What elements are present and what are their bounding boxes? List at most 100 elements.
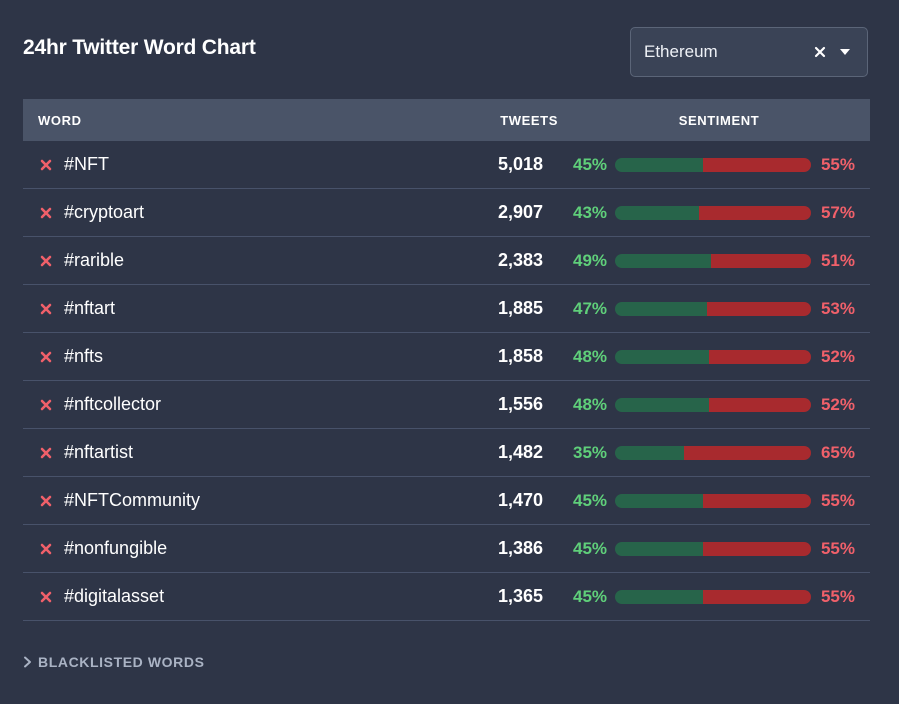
currency-select[interactable]: Ethereum	[630, 27, 868, 77]
table-row: #nftartist 1,482 35% 65%	[23, 429, 870, 477]
word-cell: #nftart	[64, 298, 116, 318]
sentiment-bar	[615, 541, 811, 556]
sentiment-bar-positive	[615, 589, 704, 604]
tweets-cell: 1,365	[497, 586, 543, 606]
blacklisted-words-toggle[interactable]: BLACKLISTED WORDS	[23, 654, 205, 670]
sentiment-bar-positive	[615, 493, 704, 508]
table-row: #nftcollector 1,556 48% 52%	[23, 381, 870, 429]
word-cell: #cryptoart	[64, 202, 145, 222]
word-cell: #NFTCommunity	[64, 490, 201, 510]
word-cell: #NFT	[64, 154, 109, 174]
sentiment-bar-positive	[615, 157, 704, 172]
positive-percent: 48%	[573, 394, 608, 414]
positive-percent: 43%	[573, 202, 608, 222]
sentiment-bar	[615, 205, 811, 220]
remove-word-icon[interactable]	[36, 299, 56, 319]
positive-percent: 48%	[573, 346, 608, 366]
sentiment-bar	[615, 445, 811, 460]
remove-word-icon[interactable]	[36, 347, 56, 367]
remove-word-icon[interactable]	[36, 251, 56, 271]
tweets-cell: 5,018	[497, 154, 543, 174]
sentiment-bar-negative	[703, 157, 811, 172]
sentiment-bar-negative	[707, 301, 811, 316]
table-row: #digitalasset 1,365 45% 55%	[23, 573, 870, 621]
sentiment-cell: 47% 53%	[543, 299, 870, 319]
sentiment-bar-positive	[615, 205, 700, 220]
table-row: #rarible 2,383 49% 51%	[23, 237, 870, 285]
sentiment-cell: 49% 51%	[543, 251, 870, 271]
negative-percent: 53%	[820, 298, 855, 318]
negative-percent: 51%	[820, 250, 855, 270]
column-header-sentiment[interactable]: SENTIMENT	[678, 112, 760, 128]
sentiment-bar-negative	[703, 493, 811, 508]
sentiment-bar-negative	[683, 445, 811, 460]
sentiment-bar-positive	[615, 253, 712, 268]
sentiment-bar-negative	[699, 205, 811, 220]
sentiment-bar-negative	[711, 253, 811, 268]
tweets-cell: 1,556	[497, 394, 543, 414]
sentiment-bar-positive	[615, 349, 710, 364]
remove-word-icon[interactable]	[36, 443, 56, 463]
table-row: #NFTCommunity 1,470 45% 55%	[23, 477, 870, 525]
tweets-cell: 2,907	[497, 202, 543, 222]
sentiment-cell: 43% 57%	[543, 203, 870, 223]
table-row: #nftart 1,885 47% 53%	[23, 285, 870, 333]
page-title: 24hr Twitter Word Chart	[23, 36, 256, 59]
table-row: #cryptoart 2,907 43% 57%	[23, 189, 870, 237]
table-row: #nonfungible 1,386 45% 55%	[23, 525, 870, 573]
sentiment-bar-positive	[615, 301, 708, 316]
blacklisted-words-label: BLACKLISTED WORDS	[38, 654, 205, 670]
remove-word-icon[interactable]	[36, 203, 56, 223]
negative-percent: 55%	[820, 538, 855, 558]
negative-percent: 52%	[820, 346, 855, 366]
column-header-word[interactable]: WORD	[38, 112, 82, 128]
negative-percent: 65%	[820, 442, 855, 462]
remove-word-icon[interactable]	[36, 587, 56, 607]
sentiment-cell: 48% 52%	[543, 395, 870, 415]
word-cell: #digitalasset	[64, 586, 165, 606]
word-cell: #rarible	[64, 250, 125, 270]
word-cell: #nftartist	[64, 442, 134, 462]
sentiment-bar-negative	[703, 589, 811, 604]
currency-select-value: Ethereum	[644, 42, 718, 61]
sentiment-cell: 45% 55%	[543, 491, 870, 511]
caret-down-icon[interactable]	[837, 44, 853, 60]
close-icon[interactable]	[811, 43, 829, 61]
tweets-cell: 1,482	[497, 442, 543, 462]
remove-word-icon[interactable]	[36, 395, 56, 415]
sentiment-bar	[615, 493, 811, 508]
word-table: WORD TWEETS SENTIMENT #NFT 5,018 45% 55% #cr…	[23, 99, 870, 621]
negative-percent: 52%	[820, 394, 855, 414]
table-row: #nfts 1,858 48% 52%	[23, 333, 870, 381]
sentiment-cell: 45% 55%	[543, 155, 870, 175]
remove-word-icon[interactable]	[36, 539, 56, 559]
positive-percent: 49%	[573, 250, 608, 270]
sentiment-bar	[615, 349, 811, 364]
column-header-tweets[interactable]: TWEETS	[500, 112, 558, 128]
table-row: #NFT 5,018 45% 55%	[23, 141, 870, 189]
sentiment-cell: 35% 65%	[543, 443, 870, 463]
remove-word-icon[interactable]	[36, 155, 56, 175]
remove-word-icon[interactable]	[36, 491, 56, 511]
negative-percent: 55%	[820, 490, 855, 510]
word-cell: #nfts	[64, 346, 104, 366]
negative-percent: 55%	[820, 154, 855, 174]
positive-percent: 47%	[573, 298, 608, 318]
sentiment-bar-positive	[615, 541, 704, 556]
table-body: #NFT 5,018 45% 55% #cryptoart 2,907 43% 57% #rar…	[23, 141, 870, 621]
word-cell: #nftcollector	[64, 394, 162, 414]
positive-percent: 35%	[573, 442, 608, 462]
tweets-cell: 2,383	[497, 250, 543, 270]
tweets-cell: 1,470	[497, 490, 543, 510]
negative-percent: 55%	[820, 586, 855, 606]
positive-percent: 45%	[573, 490, 608, 510]
sentiment-bar-negative	[709, 397, 811, 412]
sentiment-bar-negative	[703, 541, 811, 556]
chevron-right-icon	[23, 655, 35, 669]
sentiment-cell: 48% 52%	[543, 347, 870, 367]
sentiment-cell: 45% 55%	[543, 587, 870, 607]
tweets-cell: 1,386	[497, 538, 543, 558]
sentiment-bar	[615, 253, 811, 268]
sentiment-bar	[615, 397, 811, 412]
positive-percent: 45%	[573, 154, 608, 174]
